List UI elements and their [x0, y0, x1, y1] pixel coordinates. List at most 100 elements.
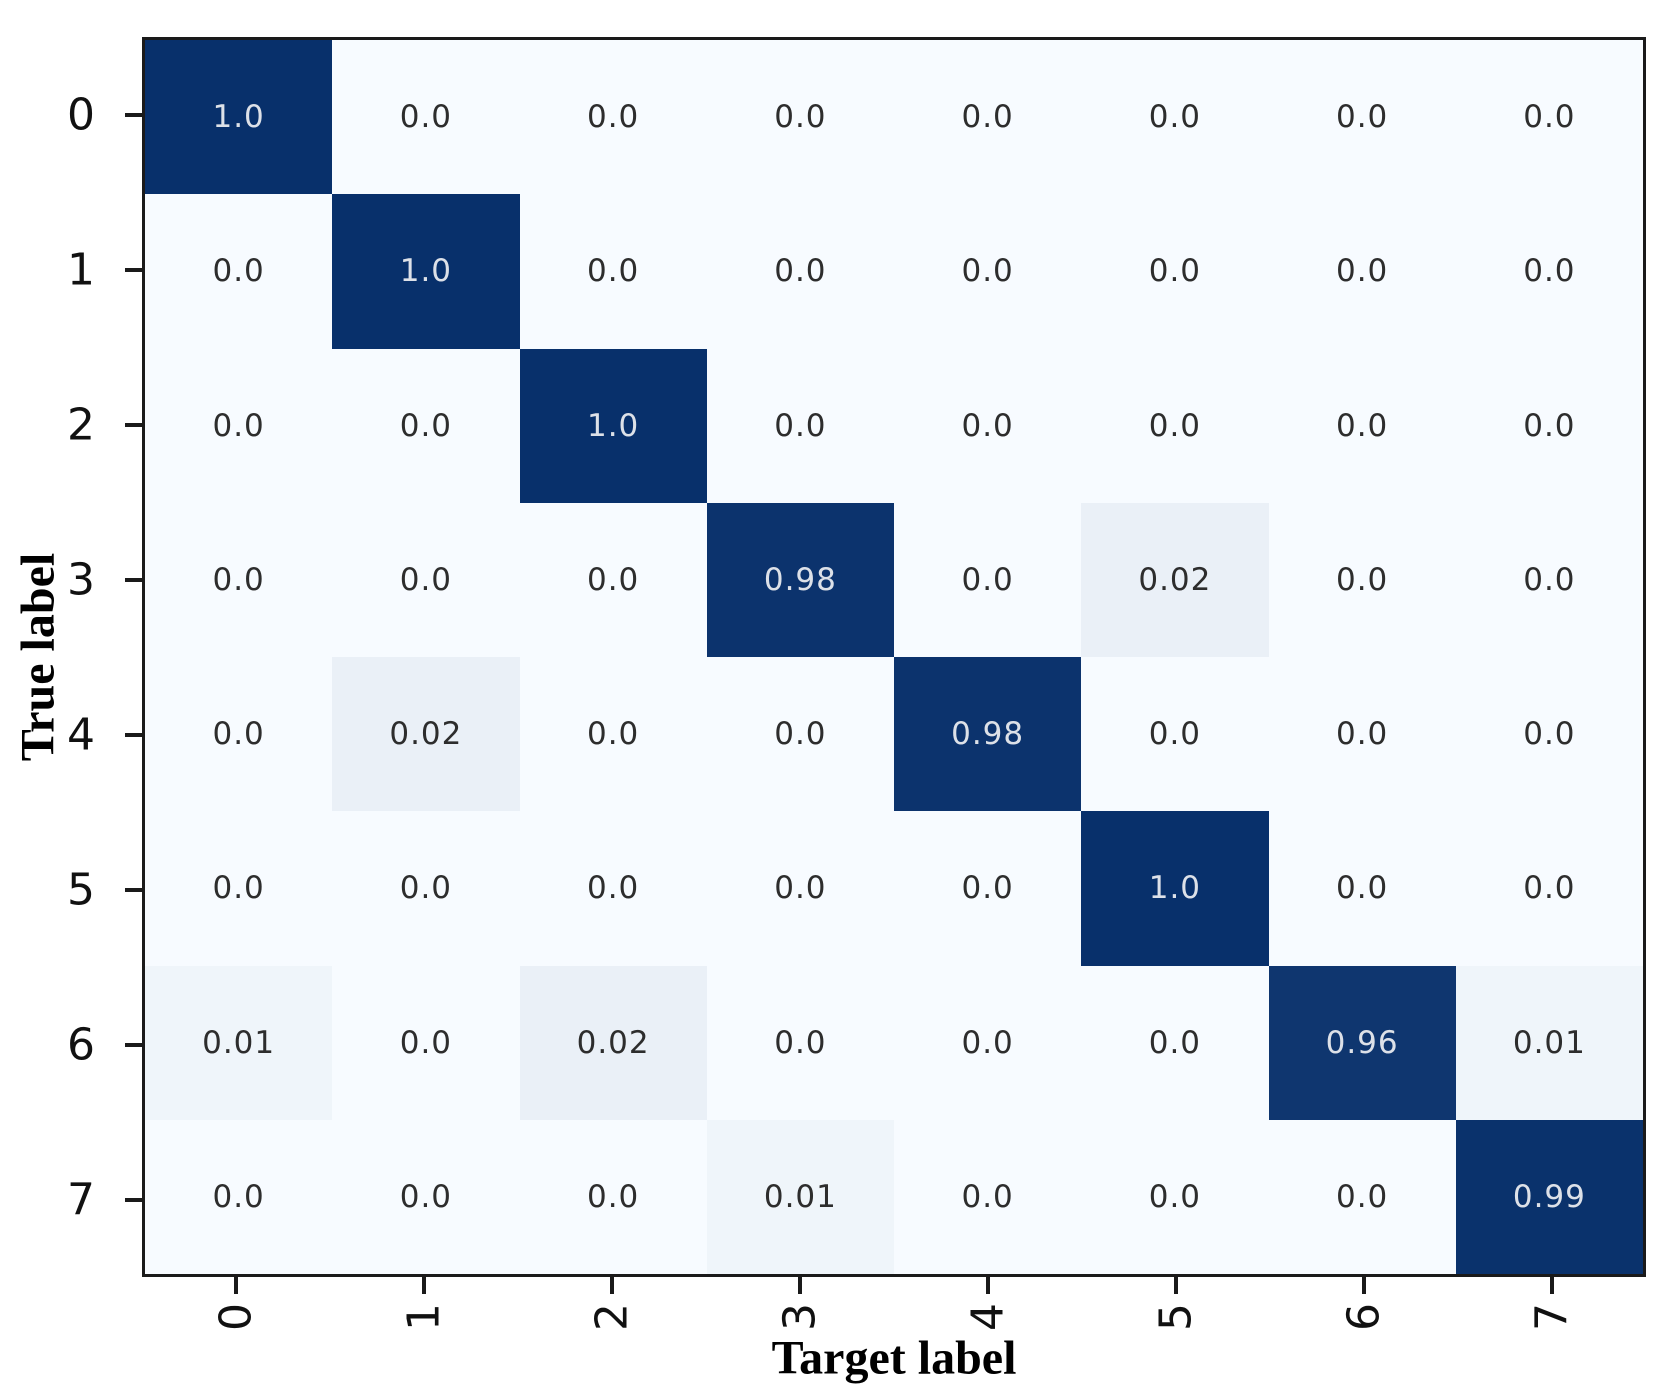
x-axis-title: Target label — [771, 1331, 1017, 1385]
y-tick-label: 7 — [67, 1174, 95, 1225]
matrix-cell: 0.0 — [894, 811, 1082, 966]
matrix-cell: 0.0 — [706, 40, 894, 195]
matrix-cell: 0.0 — [1268, 40, 1456, 195]
matrix-cell: 0.0 — [1455, 348, 1643, 503]
matrix-cell: 0.0 — [1455, 657, 1643, 812]
x-tick-label: 5 — [1150, 1303, 1202, 1331]
y-tick-mark — [125, 577, 142, 582]
matrix-cell: 1.0 — [145, 40, 333, 195]
matrix-cell: 0.96 — [1268, 965, 1456, 1120]
y-tick-mark — [125, 887, 142, 892]
y-tick-mark — [125, 267, 142, 272]
y-tick-label: 5 — [67, 864, 95, 915]
matrix-cell: 0.0 — [332, 811, 520, 966]
matrix-cell: 0.0 — [1455, 40, 1643, 195]
x-tick-label: 0 — [210, 1303, 262, 1331]
matrix-cell: 0.0 — [332, 40, 520, 195]
matrix-cell: 0.0 — [1081, 965, 1269, 1120]
matrix-cell: 0.0 — [332, 348, 520, 503]
y-tick-mark — [125, 112, 142, 117]
x-tick-mark — [798, 1277, 802, 1294]
x-tick-mark — [1174, 1277, 1178, 1294]
matrix-cell: 0.02 — [519, 965, 707, 1120]
matrix-cell: 1.0 — [519, 348, 707, 503]
matrix-cell: 0.0 — [1081, 657, 1269, 812]
matrix-cell: 0.0 — [519, 811, 707, 966]
x-tick-label: 2 — [586, 1303, 638, 1331]
matrix-cell: 0.0 — [519, 1119, 707, 1274]
matrix-cell: 0.0 — [519, 657, 707, 812]
x-tick-mark — [1550, 1277, 1554, 1294]
x-tick-label: 3 — [774, 1303, 826, 1331]
y-tick-mark — [125, 1197, 142, 1202]
matrix-cell: 1.0 — [1081, 811, 1269, 966]
x-axis-ticks: 0 1 2 3 4 5 6 7 — [142, 1277, 1646, 1400]
y-tick-mark — [125, 1042, 142, 1047]
matrix-cell: 0.0 — [706, 194, 894, 349]
matrix-cell: 0.0 — [145, 502, 333, 657]
matrix-cell: 0.0 — [894, 40, 1082, 195]
x-tick-label: 1 — [398, 1303, 450, 1331]
matrix-cell: 0.0 — [1455, 194, 1643, 349]
x-tick-mark — [986, 1277, 990, 1294]
y-tick-label: 0 — [67, 89, 95, 140]
y-tick-label: 2 — [67, 399, 95, 450]
matrix-cell: 0.01 — [706, 1119, 894, 1274]
matrix-cell: 0.01 — [1455, 965, 1643, 1120]
matrix-cell: 0.02 — [1081, 502, 1269, 657]
y-axis-ticks: 0 1 2 3 4 5 6 7 — [0, 37, 142, 1277]
y-tick-label: 4 — [67, 709, 95, 760]
matrix-cell: 0.0 — [1268, 811, 1456, 966]
matrix-cell: 0.0 — [145, 194, 333, 349]
matrix-cell: 0.0 — [894, 1119, 1082, 1274]
matrix-cell: 0.0 — [332, 1119, 520, 1274]
matrix-cell: 0.0 — [706, 811, 894, 966]
matrix-cell: 0.0 — [519, 194, 707, 349]
matrix-cell: 0.0 — [145, 1119, 333, 1274]
matrix-cell: 0.0 — [1081, 1119, 1269, 1274]
y-tick-label: 3 — [67, 554, 95, 605]
matrix-cell: 0.02 — [332, 657, 520, 812]
x-tick-label: 6 — [1338, 1303, 1390, 1331]
y-tick-label: 6 — [67, 1019, 95, 1070]
matrix-grid: 1.0 0.0 0.0 0.0 0.0 0.0 0.0 0.0 0.0 1.0 0.0 0.0 0.0 0… — [145, 40, 1643, 1274]
matrix-cell: 0.0 — [706, 657, 894, 812]
matrix-cell: 0.0 — [145, 348, 333, 503]
matrix-cell: 0.0 — [1081, 194, 1269, 349]
matrix-cell: 0.98 — [894, 657, 1082, 812]
matrix-cell: 1.0 — [332, 194, 520, 349]
matrix-cell: 0.0 — [519, 40, 707, 195]
matrix-cell: 0.0 — [1081, 348, 1269, 503]
x-tick-mark — [234, 1277, 238, 1294]
matrix-cell: 0.0 — [145, 657, 333, 812]
matrix-cell: 0.0 — [1081, 40, 1269, 195]
x-tick-mark — [1362, 1277, 1366, 1294]
matrix-cell: 0.0 — [706, 965, 894, 1120]
x-tick-mark — [610, 1277, 614, 1294]
matrix-cell: 0.0 — [519, 502, 707, 657]
matrix-cell: 0.0 — [145, 811, 333, 966]
matrix-cell: 0.0 — [1268, 348, 1456, 503]
heatmap-plot-area: 1.0 0.0 0.0 0.0 0.0 0.0 0.0 0.0 0.0 1.0 0.0 0.0 0.0 0… — [142, 37, 1646, 1277]
x-tick-label: 4 — [962, 1303, 1014, 1331]
matrix-cell: 0.0 — [894, 502, 1082, 657]
matrix-cell: 0.0 — [1268, 194, 1456, 349]
y-tick-label: 1 — [67, 244, 95, 295]
matrix-cell: 0.0 — [1455, 811, 1643, 966]
matrix-cell: 0.0 — [332, 502, 520, 657]
x-tick-label: 7 — [1526, 1303, 1578, 1331]
matrix-cell: 0.0 — [1268, 502, 1456, 657]
matrix-cell: 0.0 — [1455, 502, 1643, 657]
matrix-cell: 0.0 — [894, 194, 1082, 349]
matrix-cell: 0.01 — [145, 965, 333, 1120]
y-tick-mark — [125, 732, 142, 737]
y-tick-mark — [125, 422, 142, 427]
matrix-cell: 0.0 — [1268, 657, 1456, 812]
matrix-cell: 0.0 — [1268, 1119, 1456, 1274]
matrix-cell: 0.0 — [706, 348, 894, 503]
x-tick-mark — [422, 1277, 426, 1294]
matrix-cell: 0.0 — [894, 348, 1082, 503]
matrix-cell: 0.98 — [706, 502, 894, 657]
matrix-cell: 0.0 — [332, 965, 520, 1120]
